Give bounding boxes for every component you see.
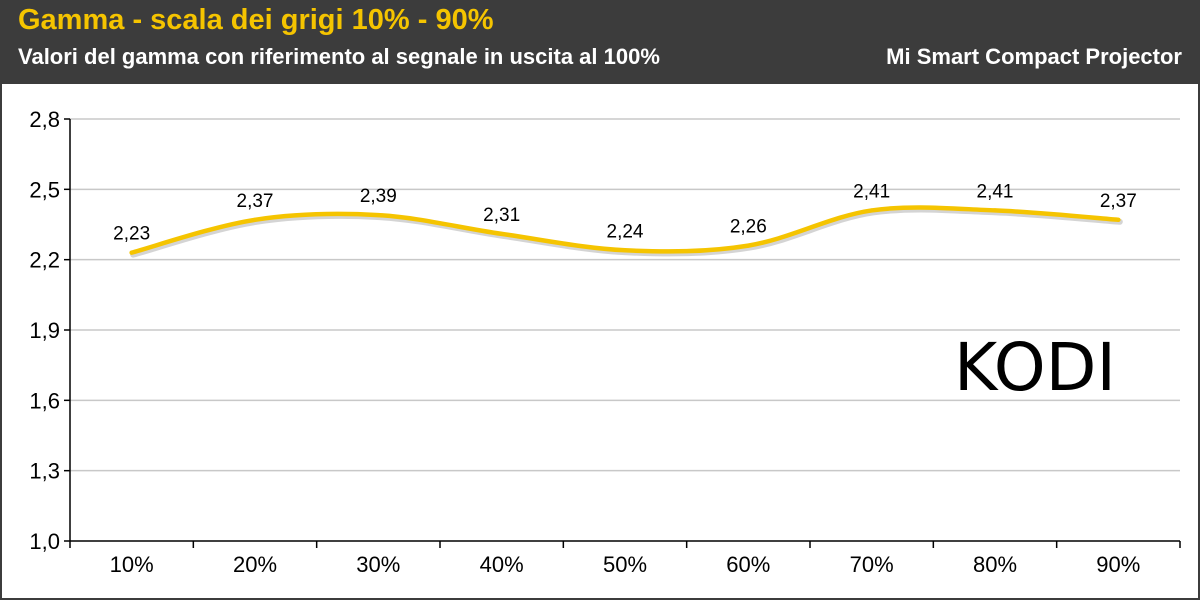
- data-point-1: [253, 217, 257, 222]
- chart-title: Gamma - scala dei grigi 10% - 90%: [18, 4, 494, 36]
- data-point-3: [499, 231, 504, 236]
- chart-header: Gamma - scala dei grigi 10% - 90% Valori…: [0, 0, 1200, 84]
- data-label-4: 2,24: [607, 221, 644, 242]
- xtick-label-6: 70%: [850, 552, 894, 577]
- xtick-label-5: 60%: [726, 552, 770, 577]
- data-label-3: 2,31: [483, 205, 520, 226]
- data-label-2: 2,39: [360, 186, 397, 207]
- data-point-6: [869, 208, 874, 213]
- ytick-label-3: 1,9: [29, 318, 60, 343]
- xtick-label-2: 30%: [356, 552, 400, 577]
- data-point-7: [993, 208, 997, 213]
- ytick-label-5: 2,5: [29, 177, 60, 202]
- gridlines: [70, 118, 1180, 472]
- data-label-0: 2,23: [113, 224, 150, 245]
- device-name: Mi Smart Compact Projector: [886, 44, 1182, 69]
- xtick-label-7: 80%: [973, 552, 1017, 577]
- kodi-annotation: KODI: [954, 329, 1116, 406]
- xtick-label-3: 40%: [480, 552, 524, 577]
- data-label-7: 2,41: [977, 181, 1014, 202]
- data-point-4: [623, 248, 627, 253]
- data-point-8: [1116, 217, 1121, 222]
- xtick-label-0: 10%: [110, 552, 154, 577]
- data-point-5: [746, 243, 751, 248]
- axes: 1,0 1,3 1,6 1,9 2,2 2,5 2,8 10% 20% 30% 40% 50% 60% 7…: [29, 107, 1181, 577]
- ytick-label-6: 2,8: [29, 107, 60, 132]
- plot-panel: [0, 84, 1200, 600]
- data-label-8: 2,37: [1100, 191, 1137, 212]
- ytick-label-4: 2,2: [29, 248, 60, 273]
- data-point-2: [376, 213, 381, 218]
- chart-subtitle: Valori del gamma con riferimento al segn…: [18, 44, 660, 69]
- xtick-label-4: 50%: [603, 552, 647, 577]
- ytick-label-1: 1,3: [29, 459, 60, 484]
- ytick-label-0: 1,0: [29, 529, 60, 554]
- data-label-6: 2,41: [853, 181, 890, 202]
- ytick-label-2: 1,6: [29, 388, 60, 413]
- data-label-5: 2,26: [730, 217, 767, 238]
- data-label-1: 2,37: [237, 191, 274, 212]
- data-labels: 2,23 2,37 2,39 2,31 2,24 2,26 2,41 2,41 2,37: [113, 181, 1137, 244]
- xtick-label-1: 20%: [233, 552, 277, 577]
- data-point-0: [129, 250, 134, 255]
- xtick-label-8: 90%: [1096, 552, 1140, 577]
- series: [129, 205, 1123, 258]
